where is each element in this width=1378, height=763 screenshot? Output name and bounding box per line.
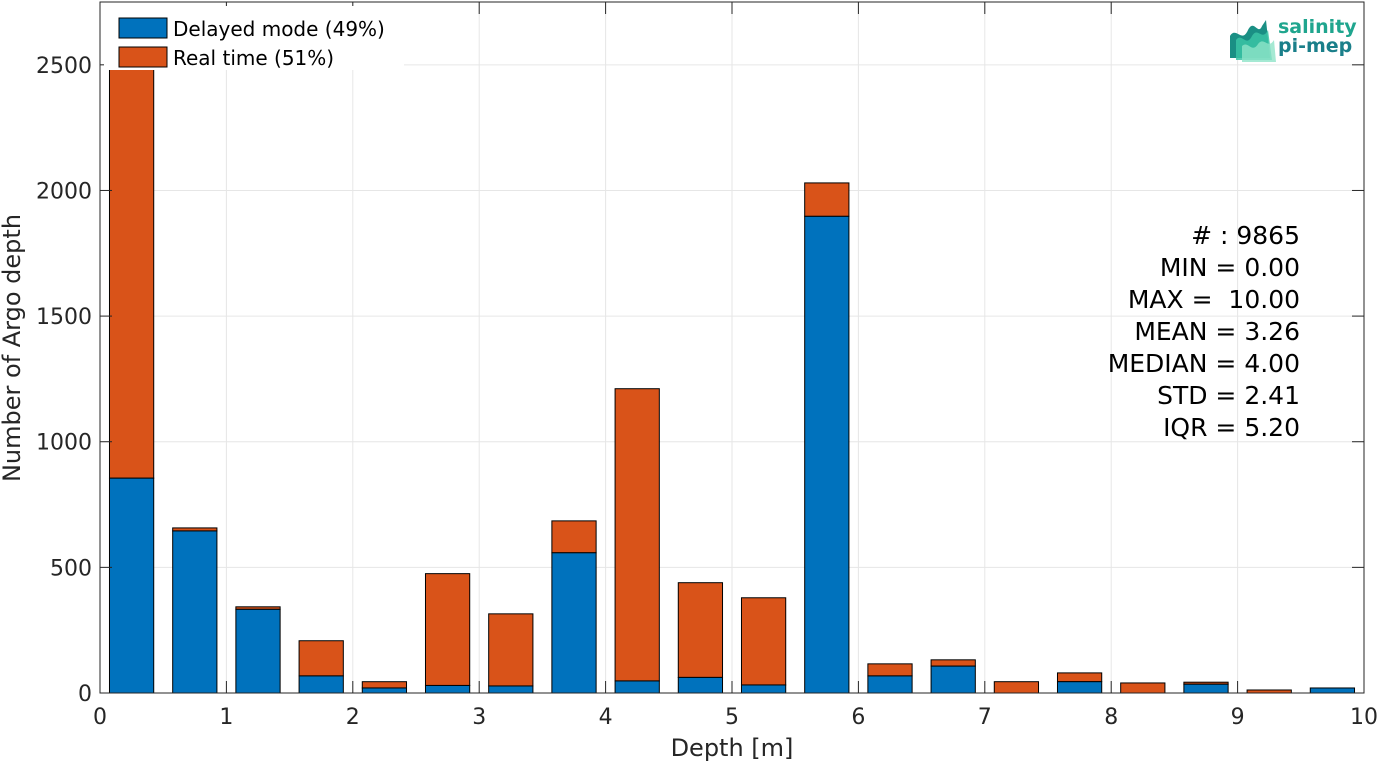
bar-delayed (867, 675, 913, 694)
bar-realtime (1120, 682, 1166, 694)
x-tick-label: 5 (725, 705, 739, 730)
bar-realtime (804, 182, 850, 217)
bar-delayed (1056, 681, 1103, 694)
bars (108, 32, 1356, 694)
y-tick-label: 1000 (36, 431, 92, 456)
bar-realtime (108, 32, 155, 479)
bar-realtime (677, 582, 724, 678)
bar-delayed (298, 675, 344, 694)
x-tick-label: 1 (219, 705, 233, 730)
y-tick-labels: 0 500 1000 1500 2000 2500 (36, 54, 92, 707)
legend-label-delayed: Delayed mode (49%) (173, 17, 385, 41)
x-tick-label: 0 (93, 705, 107, 730)
legend-swatch-delayed (118, 17, 168, 39)
bar-realtime (930, 659, 976, 667)
stat-max: MAX = 10.00 (1128, 285, 1300, 314)
x-tick-label: 9 (1231, 705, 1245, 730)
stat-std: STD = 2.41 (1157, 381, 1300, 410)
y-tick-label: 500 (50, 556, 92, 581)
bar-realtime (867, 663, 913, 677)
bar-delayed (740, 684, 787, 694)
stat-min: MIN = 0.00 (1160, 253, 1300, 282)
bar-realtime (488, 613, 534, 687)
stat-mean: MEAN = 3.26 (1134, 317, 1300, 346)
bar-delayed (551, 552, 597, 694)
bar-delayed (488, 685, 534, 694)
x-tick-label: 8 (1104, 705, 1118, 730)
stat-count: # : 9865 (1191, 221, 1300, 250)
logo-wave-icon (1230, 20, 1276, 62)
bar-realtime (298, 640, 344, 677)
bar-delayed (930, 665, 976, 694)
bar-delayed (804, 215, 850, 694)
bar-realtime (614, 388, 660, 682)
logo-text-salinity: salinity (1278, 16, 1357, 38)
stat-iqr: IQR = 5.20 (1163, 413, 1300, 442)
bar-delayed (235, 608, 281, 694)
y-tick-label: 0 (78, 682, 92, 707)
bar-delayed (361, 687, 408, 694)
bar-delayed (1183, 683, 1229, 694)
x-axis-label: Depth [m] (671, 734, 794, 762)
x-tick-label: 10 (1350, 705, 1378, 730)
bar-realtime (993, 681, 1040, 694)
bar-delayed (172, 530, 218, 694)
bar-delayed (677, 676, 724, 694)
bar-realtime (1056, 672, 1103, 683)
statistics-box: # : 9865 MIN = 0.00 MAX = 10.00 MEAN = 3… (1108, 221, 1300, 442)
stat-median: MEDIAN = 4.00 (1108, 349, 1300, 378)
y-axis-label: Number of Argo depth (0, 214, 26, 482)
x-tick-label: 4 (599, 705, 613, 730)
bar-delayed (614, 680, 660, 694)
bar-realtime (551, 520, 597, 554)
y-tick-label: 2500 (36, 54, 92, 79)
legend-label-realtime: Real time (51%) (173, 46, 334, 70)
bar-delayed (424, 684, 471, 694)
x-tick-label: 2 (346, 705, 360, 730)
axis-ticks (99, 2, 1365, 694)
bar-realtime (361, 681, 408, 689)
bar-delayed (108, 477, 155, 694)
y-tick-label: 1500 (36, 305, 92, 330)
bar-realtime (740, 597, 787, 686)
legend-swatch-realtime (118, 46, 168, 68)
bar-delayed (1309, 687, 1356, 694)
x-tick-label: 3 (472, 705, 486, 730)
x-tick-label: 6 (851, 705, 865, 730)
legend: Delayed mode (49%) Real time (51%) (104, 6, 404, 70)
logo-text-pimep: pi-mep (1278, 35, 1352, 57)
y-tick-label: 2000 (36, 179, 92, 204)
x-tick-label: 7 (978, 705, 992, 730)
salinity-pimep-logo: salinity pi-mep (1230, 16, 1357, 62)
x-tick-labels: 0 1 2 3 4 5 6 7 8 9 10 (93, 705, 1378, 730)
bar-realtime (424, 573, 471, 686)
